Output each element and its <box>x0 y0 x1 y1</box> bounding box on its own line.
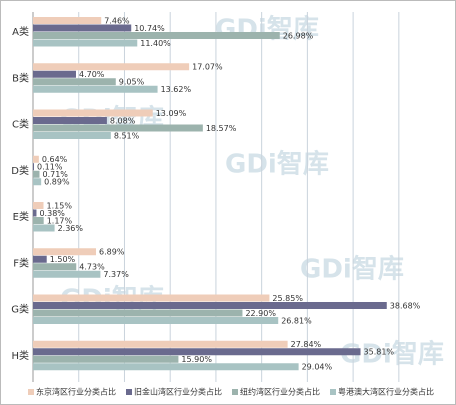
watermark: GDi智库 <box>225 150 329 180</box>
bar <box>33 202 44 209</box>
bar <box>33 178 42 186</box>
value-label: 1.50% <box>50 255 76 264</box>
value-label: 27.84% <box>291 340 322 349</box>
category-label: B类 <box>12 71 29 84</box>
category-label: F类 <box>13 256 29 269</box>
watermark: GDi智库 <box>300 255 404 285</box>
bar <box>33 63 190 71</box>
bar <box>33 355 179 363</box>
category-label: G类 <box>11 303 29 316</box>
legend-label: 旧金山湾区行业分类占比 <box>134 387 222 397</box>
watermark: GDi智库 <box>215 15 319 45</box>
value-label: 10.74% <box>134 24 165 33</box>
bar <box>33 109 153 117</box>
category-label: C类 <box>12 118 29 131</box>
bar <box>33 255 47 263</box>
bar <box>33 363 299 371</box>
bar <box>33 32 280 39</box>
bar <box>33 78 116 86</box>
legend-swatch <box>28 389 34 395</box>
bar <box>33 270 101 278</box>
bar <box>33 294 270 302</box>
legend-label: 粤港澳大湾区行业分类占比 <box>338 387 434 397</box>
bar <box>33 348 361 356</box>
value-label: 17.07% <box>192 63 223 72</box>
value-label: 13.62% <box>161 85 192 94</box>
bar <box>33 17 102 24</box>
bar <box>33 263 77 271</box>
bar <box>33 209 37 217</box>
value-label: 8.51% <box>114 131 140 140</box>
bar <box>33 124 203 132</box>
legend-swatch <box>126 389 132 395</box>
bar <box>33 217 44 224</box>
value-label: 1.17% <box>47 216 73 225</box>
value-label: 25.85% <box>272 294 303 303</box>
bar <box>33 163 35 171</box>
category-label: D类 <box>11 164 29 177</box>
legend-label: 东京湾区行业分类占比 <box>36 387 116 397</box>
legend-label: 纽约湾区行业分类占比 <box>240 387 320 397</box>
value-label: 2.36% <box>58 224 84 233</box>
legend-swatch <box>232 389 238 395</box>
bar <box>33 224 55 232</box>
bar <box>33 117 107 124</box>
value-label: 0.71% <box>42 170 68 179</box>
value-label: 6.89% <box>99 248 125 257</box>
bar <box>33 70 76 78</box>
value-label: 26.81% <box>281 316 312 325</box>
value-label: 13.09% <box>156 109 187 118</box>
value-label: 7.37% <box>103 270 129 279</box>
value-label: 1.15% <box>47 201 73 210</box>
value-label: 0.89% <box>44 178 70 187</box>
value-label: 0.11% <box>37 163 63 172</box>
bar <box>33 248 97 256</box>
bar <box>33 85 158 93</box>
value-label: 35.81% <box>364 348 395 357</box>
value-label: 38.68% <box>390 301 421 310</box>
bar <box>33 309 243 317</box>
bar <box>33 132 111 139</box>
bar <box>33 170 40 178</box>
value-label: 7.46% <box>104 16 130 25</box>
legend-swatch <box>330 389 336 395</box>
value-label: 4.70% <box>79 70 105 79</box>
value-label: 18.57% <box>206 124 237 133</box>
value-label: 4.73% <box>79 263 105 272</box>
value-label: 0.38% <box>39 209 65 218</box>
bar <box>33 39 138 47</box>
bar <box>33 317 279 324</box>
value-label: 11.40% <box>140 39 171 48</box>
value-label: 22.90% <box>245 309 276 318</box>
bar <box>33 340 288 348</box>
bar <box>33 24 132 32</box>
bar <box>33 155 39 163</box>
category-label: A类 <box>12 25 29 38</box>
bar <box>33 302 387 309</box>
value-label: 8.08% <box>110 116 136 125</box>
category-label: E类 <box>13 210 29 223</box>
value-label: 0.64% <box>42 155 68 164</box>
value-label: 26.98% <box>283 31 314 40</box>
value-label: 9.05% <box>119 78 145 87</box>
category-label: H类 <box>11 349 29 362</box>
value-label: 29.04% <box>302 363 333 372</box>
value-label: 15.90% <box>181 355 212 364</box>
